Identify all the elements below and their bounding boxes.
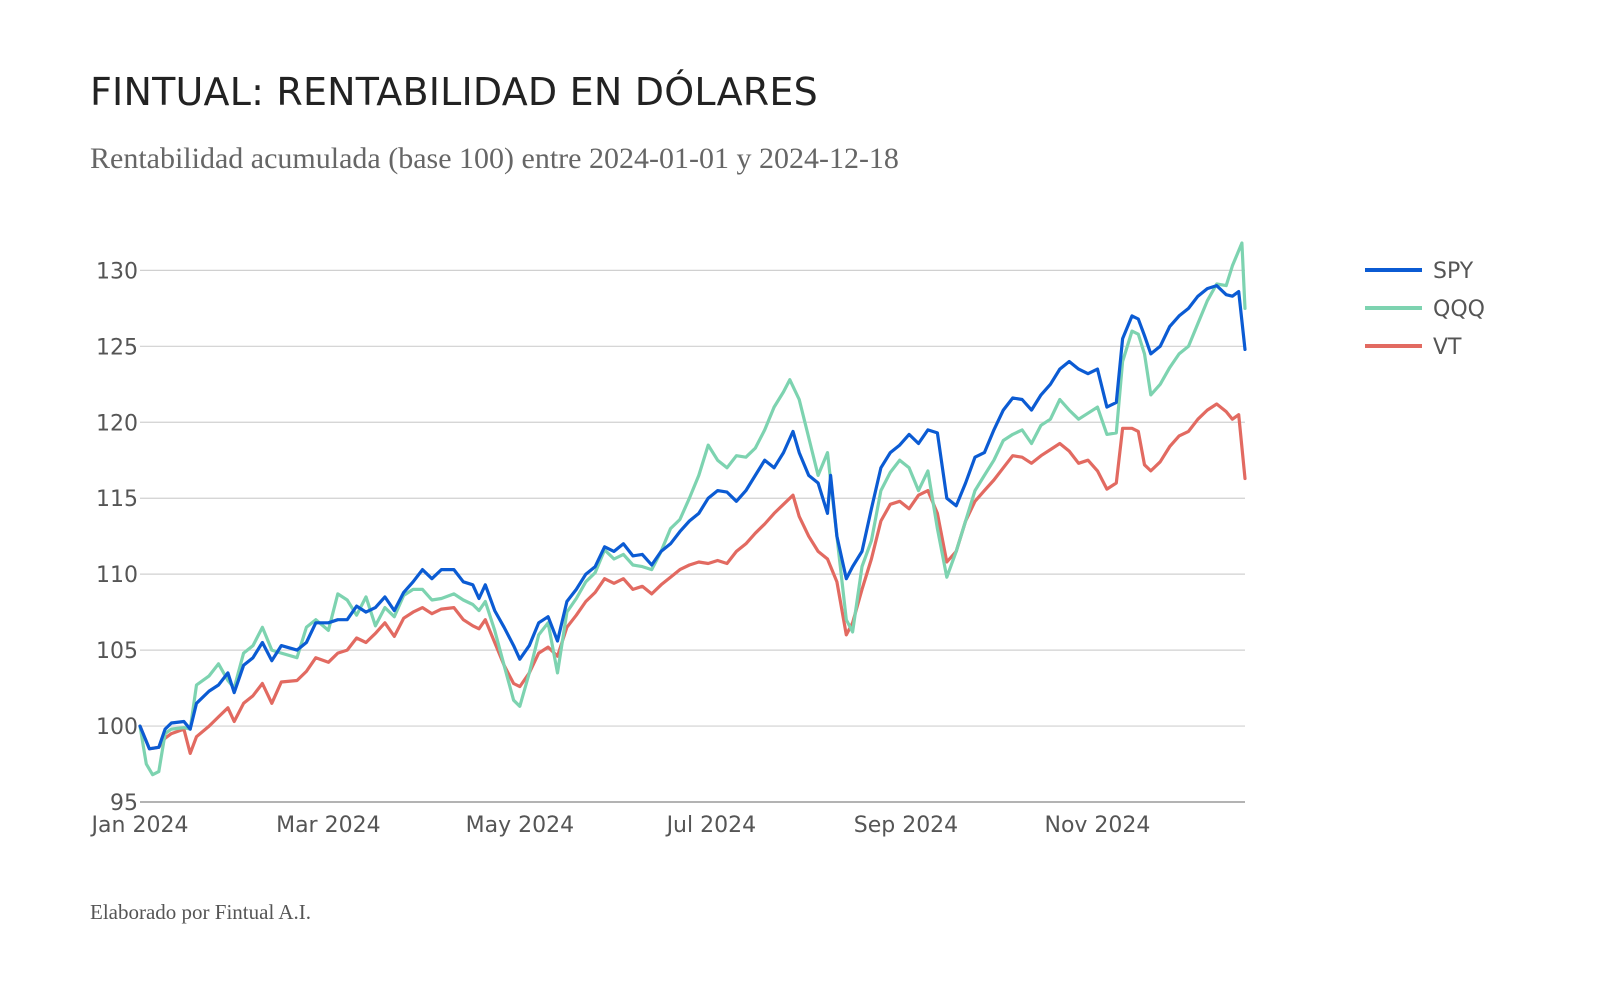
x-tick-label: Jul 2024 bbox=[665, 813, 757, 838]
y-tick-label: 95 bbox=[110, 791, 138, 816]
legend-item-qqq: QQQ bbox=[1365, 297, 1485, 322]
series-line-qqq bbox=[138, 241, 1247, 777]
legend-label: VT bbox=[1433, 335, 1462, 360]
y-tick-label: 110 bbox=[96, 563, 138, 588]
x-tick-label: Jan 2024 bbox=[90, 813, 189, 838]
series-line-vt bbox=[138, 402, 1247, 755]
series-line-spy bbox=[138, 284, 1247, 751]
x-tick-label: Nov 2024 bbox=[1044, 813, 1150, 838]
chart-subtitle: Rentabilidad acumulada (base 100) entre … bbox=[90, 142, 899, 175]
y-tick-label: 115 bbox=[96, 487, 138, 512]
y-tick-label: 120 bbox=[96, 411, 138, 436]
x-tick-label: Mar 2024 bbox=[276, 813, 381, 838]
x-axis-tick-labels: Jan 2024 Mar 2024 May 2024 Jul 2024 Sep 2024… bbox=[90, 813, 1151, 838]
legend-item-vt: VT bbox=[1365, 335, 1462, 360]
y-axis-tick-labels: 95 100 105 110 115 120 125 130 bbox=[96, 259, 138, 816]
footer-credit: Elaborado por Fintual A.I. bbox=[90, 900, 312, 924]
chart-title: FINTUAL: RENTABILIDAD EN DÓLARES bbox=[90, 70, 818, 114]
legend-item-spy: SPY bbox=[1365, 259, 1474, 284]
series-lines bbox=[138, 241, 1247, 777]
legend-label: QQQ bbox=[1433, 297, 1485, 322]
gridlines bbox=[140, 269, 1245, 803]
x-tick-label: May 2024 bbox=[466, 813, 574, 838]
y-tick-label: 130 bbox=[96, 259, 138, 284]
x-tick-label: Sep 2024 bbox=[854, 813, 958, 838]
y-tick-label: 100 bbox=[96, 715, 138, 740]
y-tick-label: 125 bbox=[96, 335, 138, 360]
legend-label: SPY bbox=[1433, 259, 1474, 284]
y-tick-label: 105 bbox=[96, 639, 138, 664]
legend: SPY QQQ VT bbox=[1365, 259, 1485, 360]
